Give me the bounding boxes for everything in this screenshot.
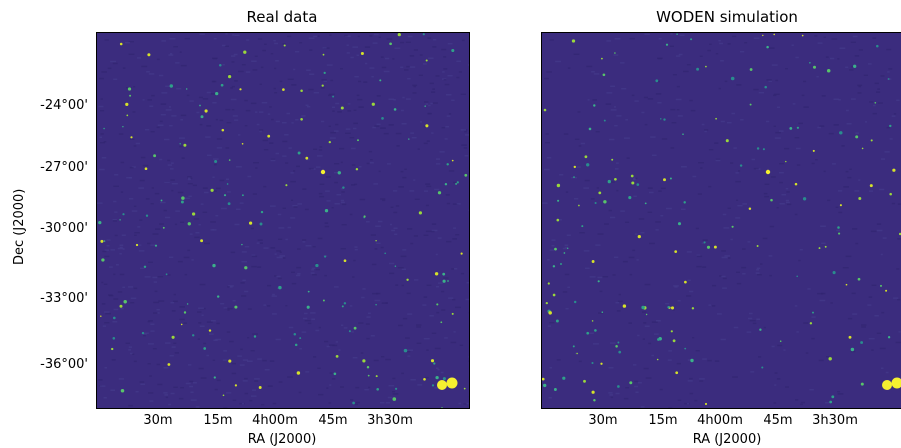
panel-title-real: Real data <box>246 8 318 26</box>
y-tick-label: -27°00' <box>40 160 88 175</box>
x-tick-label: 45m <box>763 413 793 428</box>
x-tick-label: 30m <box>143 413 173 428</box>
x-tick-label: 30m <box>588 413 618 428</box>
panel-title-simulation: WODEN simulation <box>656 8 798 26</box>
y-tick-label: -30°00' <box>40 221 88 236</box>
real-data-image <box>96 32 470 409</box>
x-tick-label: 3h30m <box>367 413 413 428</box>
x-tick-label: 15m <box>203 413 233 428</box>
x-tick-label: 4h00m <box>697 413 743 428</box>
y-tick-label: -33°00' <box>40 291 88 306</box>
y-tick-label: -36°00' <box>40 357 88 372</box>
x-tick-label: 4h00m <box>252 413 298 428</box>
y-tick-label: -24°00' <box>40 98 88 113</box>
x-axis-label: RA (J2000) <box>692 432 762 447</box>
x-axis-label: RA (J2000) <box>247 432 317 447</box>
x-tick-label: 45m <box>318 413 348 428</box>
simulation-image <box>541 32 901 409</box>
x-tick-label: 3h30m <box>812 413 858 428</box>
x-tick-label: 15m <box>648 413 678 428</box>
